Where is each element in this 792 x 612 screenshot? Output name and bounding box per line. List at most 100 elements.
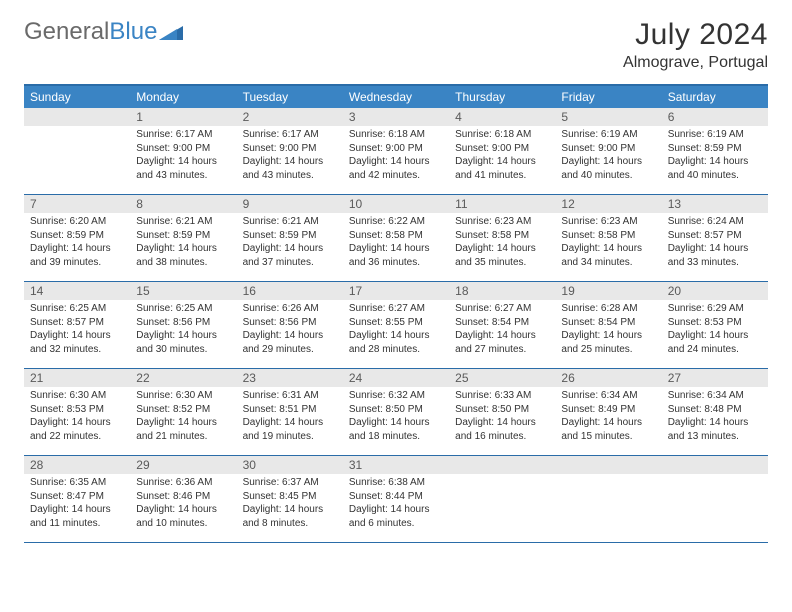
sunrise-text: Sunrise: 6:32 AM: [349, 389, 443, 403]
logo-triangle-icon: [159, 24, 185, 42]
sunrise-text: Sunrise: 6:17 AM: [243, 128, 337, 142]
daylight-text: Daylight: 14 hours and 43 minutes.: [136, 155, 230, 182]
day-body: [24, 126, 130, 132]
day-body: Sunrise: 6:38 AMSunset: 8:44 PMDaylight:…: [343, 474, 449, 534]
sunset-text: Sunset: 9:00 PM: [243, 142, 337, 156]
daylight-text: Daylight: 14 hours and 24 minutes.: [668, 329, 762, 356]
day-number: 2: [237, 108, 343, 126]
daylight-text: Daylight: 14 hours and 32 minutes.: [30, 329, 124, 356]
day-number: 1: [130, 108, 236, 126]
sunset-text: Sunset: 8:52 PM: [136, 403, 230, 417]
daylight-text: Daylight: 14 hours and 36 minutes.: [349, 242, 443, 269]
day-body: Sunrise: 6:18 AMSunset: 9:00 PMDaylight:…: [449, 126, 555, 186]
sunset-text: Sunset: 8:57 PM: [668, 229, 762, 243]
day-cell: 28Sunrise: 6:35 AMSunset: 8:47 PMDayligh…: [24, 456, 130, 542]
sunrise-text: Sunrise: 6:26 AM: [243, 302, 337, 316]
sunset-text: Sunset: 8:47 PM: [30, 490, 124, 504]
daylight-text: Daylight: 14 hours and 25 minutes.: [561, 329, 655, 356]
daylight-text: Daylight: 14 hours and 8 minutes.: [243, 503, 337, 530]
day-body: Sunrise: 6:25 AMSunset: 8:56 PMDaylight:…: [130, 300, 236, 360]
day-cell: 8Sunrise: 6:21 AMSunset: 8:59 PMDaylight…: [130, 195, 236, 281]
sunset-text: Sunset: 8:56 PM: [136, 316, 230, 330]
day-cell: 16Sunrise: 6:26 AMSunset: 8:56 PMDayligh…: [237, 282, 343, 368]
day-cell: 22Sunrise: 6:30 AMSunset: 8:52 PMDayligh…: [130, 369, 236, 455]
sunset-text: Sunset: 8:46 PM: [136, 490, 230, 504]
day-cell: [449, 456, 555, 542]
day-number: 17: [343, 282, 449, 300]
day-number: 13: [662, 195, 768, 213]
day-cell: 6Sunrise: 6:19 AMSunset: 8:59 PMDaylight…: [662, 108, 768, 194]
sunset-text: Sunset: 8:54 PM: [561, 316, 655, 330]
sunrise-text: Sunrise: 6:21 AM: [136, 215, 230, 229]
day-number: 11: [449, 195, 555, 213]
day-body: Sunrise: 6:36 AMSunset: 8:46 PMDaylight:…: [130, 474, 236, 534]
logo-text-2: Blue: [109, 18, 157, 46]
day-number: 16: [237, 282, 343, 300]
day-number: 3: [343, 108, 449, 126]
sunset-text: Sunset: 8:58 PM: [455, 229, 549, 243]
weekday-header: Wednesday: [343, 86, 449, 108]
day-number: 14: [24, 282, 130, 300]
weeks-container: 1Sunrise: 6:17 AMSunset: 9:00 PMDaylight…: [24, 108, 768, 543]
daylight-text: Daylight: 14 hours and 41 minutes.: [455, 155, 549, 182]
daylight-text: Daylight: 14 hours and 10 minutes.: [136, 503, 230, 530]
sunset-text: Sunset: 9:00 PM: [455, 142, 549, 156]
week-row: 1Sunrise: 6:17 AMSunset: 9:00 PMDaylight…: [24, 108, 768, 195]
day-cell: 9Sunrise: 6:21 AMSunset: 8:59 PMDaylight…: [237, 195, 343, 281]
day-body: Sunrise: 6:35 AMSunset: 8:47 PMDaylight:…: [24, 474, 130, 534]
day-number: 23: [237, 369, 343, 387]
day-cell: 2Sunrise: 6:17 AMSunset: 9:00 PMDaylight…: [237, 108, 343, 194]
sunset-text: Sunset: 8:53 PM: [668, 316, 762, 330]
day-body: Sunrise: 6:34 AMSunset: 8:49 PMDaylight:…: [555, 387, 661, 447]
day-cell: 23Sunrise: 6:31 AMSunset: 8:51 PMDayligh…: [237, 369, 343, 455]
sunrise-text: Sunrise: 6:20 AM: [30, 215, 124, 229]
day-number: [662, 456, 768, 474]
daylight-text: Daylight: 14 hours and 27 minutes.: [455, 329, 549, 356]
sunrise-text: Sunrise: 6:37 AM: [243, 476, 337, 490]
sunset-text: Sunset: 8:59 PM: [136, 229, 230, 243]
day-cell: [555, 456, 661, 542]
daylight-text: Daylight: 14 hours and 43 minutes.: [243, 155, 337, 182]
location-label: Almograve, Portugal: [623, 54, 768, 72]
sunset-text: Sunset: 8:59 PM: [668, 142, 762, 156]
day-cell: 1Sunrise: 6:17 AMSunset: 9:00 PMDaylight…: [130, 108, 236, 194]
day-body: Sunrise: 6:17 AMSunset: 9:00 PMDaylight:…: [237, 126, 343, 186]
sunset-text: Sunset: 8:51 PM: [243, 403, 337, 417]
day-cell: 13Sunrise: 6:24 AMSunset: 8:57 PMDayligh…: [662, 195, 768, 281]
day-body: Sunrise: 6:37 AMSunset: 8:45 PMDaylight:…: [237, 474, 343, 534]
sunrise-text: Sunrise: 6:19 AM: [561, 128, 655, 142]
day-body: Sunrise: 6:20 AMSunset: 8:59 PMDaylight:…: [24, 213, 130, 273]
daylight-text: Daylight: 14 hours and 15 minutes.: [561, 416, 655, 443]
day-number: 27: [662, 369, 768, 387]
day-number: 12: [555, 195, 661, 213]
sunrise-text: Sunrise: 6:22 AM: [349, 215, 443, 229]
day-body: Sunrise: 6:34 AMSunset: 8:48 PMDaylight:…: [662, 387, 768, 447]
sunrise-text: Sunrise: 6:17 AM: [136, 128, 230, 142]
sunrise-text: Sunrise: 6:25 AM: [30, 302, 124, 316]
sunset-text: Sunset: 8:50 PM: [349, 403, 443, 417]
day-body: Sunrise: 6:29 AMSunset: 8:53 PMDaylight:…: [662, 300, 768, 360]
day-body: Sunrise: 6:19 AMSunset: 9:00 PMDaylight:…: [555, 126, 661, 186]
day-body: Sunrise: 6:23 AMSunset: 8:58 PMDaylight:…: [449, 213, 555, 273]
day-number: [555, 456, 661, 474]
daylight-text: Daylight: 14 hours and 6 minutes.: [349, 503, 443, 530]
day-body: Sunrise: 6:22 AMSunset: 8:58 PMDaylight:…: [343, 213, 449, 273]
sunrise-text: Sunrise: 6:38 AM: [349, 476, 443, 490]
weekday-header: Saturday: [662, 86, 768, 108]
day-body: Sunrise: 6:25 AMSunset: 8:57 PMDaylight:…: [24, 300, 130, 360]
daylight-text: Daylight: 14 hours and 35 minutes.: [455, 242, 549, 269]
sunrise-text: Sunrise: 6:18 AM: [455, 128, 549, 142]
sunset-text: Sunset: 8:50 PM: [455, 403, 549, 417]
day-body: Sunrise: 6:32 AMSunset: 8:50 PMDaylight:…: [343, 387, 449, 447]
sunrise-text: Sunrise: 6:33 AM: [455, 389, 549, 403]
day-number: 8: [130, 195, 236, 213]
sunset-text: Sunset: 8:59 PM: [243, 229, 337, 243]
sunset-text: Sunset: 8:58 PM: [349, 229, 443, 243]
sunrise-text: Sunrise: 6:23 AM: [561, 215, 655, 229]
week-row: 21Sunrise: 6:30 AMSunset: 8:53 PMDayligh…: [24, 369, 768, 456]
title-block: July 2024 Almograve, Portugal: [623, 18, 768, 72]
sunrise-text: Sunrise: 6:29 AM: [668, 302, 762, 316]
daylight-text: Daylight: 14 hours and 33 minutes.: [668, 242, 762, 269]
day-body: Sunrise: 6:31 AMSunset: 8:51 PMDaylight:…: [237, 387, 343, 447]
daylight-text: Daylight: 14 hours and 39 minutes.: [30, 242, 124, 269]
